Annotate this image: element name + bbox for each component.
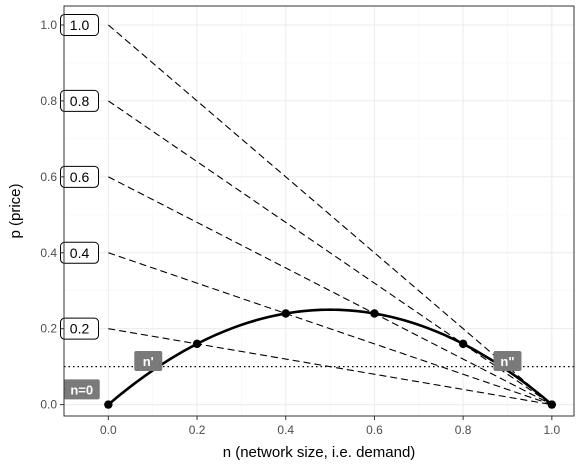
y-axis-ticks: 0.0 0.2 0.4 0.6 0.8 1.0 — [40, 18, 64, 412]
price-label-0.6: 0.6 — [60, 165, 100, 188]
y-tick-label: 1.0 — [40, 18, 57, 32]
annotation-text: n" — [500, 354, 514, 369]
price-label-0.4: 0.4 — [60, 241, 100, 264]
x-tick-label: 0.0 — [100, 423, 117, 437]
price-line-1.0 — [107, 24, 553, 406]
y-tick-label: 0.0 — [40, 398, 57, 412]
price-label-text: 0.8 — [70, 93, 90, 109]
demand-curve — [107, 308, 553, 406]
grid — [64, 6, 574, 416]
annotation-box — [63, 379, 100, 400]
price-line-0.6 — [108, 176, 553, 406]
y-tick-label: 0.6 — [40, 170, 57, 184]
x-tick-label: 0.6 — [366, 423, 383, 437]
x-axis-ticks: 0.0 0.2 0.4 0.6 0.8 1.0 — [100, 416, 560, 437]
data-point — [547, 400, 557, 409]
y-tick-label: 0.4 — [40, 246, 57, 260]
x-tick-label: 0.4 — [277, 423, 294, 437]
annotation-box — [493, 350, 522, 371]
x-axis-title: n (network size, i.e. demand) — [223, 444, 416, 461]
price-line-0.8 — [108, 100, 553, 406]
price-label-0.2: 0.2 — [60, 317, 100, 340]
price-label-text: 0.6 — [70, 169, 90, 185]
panel-background — [64, 6, 574, 416]
y-tick-label: 0.2 — [40, 322, 57, 336]
annotations: n=0 n' n" — [63, 350, 522, 400]
annotation-text: n=0 — [70, 382, 93, 397]
price-label-text: 1.0 — [70, 17, 90, 33]
price-label-text: 0.4 — [70, 245, 90, 261]
annotation-box — [134, 350, 163, 371]
annotation-label: n" — [493, 350, 522, 371]
price-line-0.4 — [108, 252, 553, 406]
panel-border — [63, 5, 575, 417]
annotation-label: n' — [134, 350, 163, 371]
data-point — [370, 309, 379, 318]
price-label-text: 0.2 — [70, 321, 90, 337]
data-point — [281, 309, 290, 318]
data-point — [192, 339, 202, 349]
y-tick-label: 0.8 — [40, 94, 57, 108]
x-tick-label: 0.2 — [189, 423, 206, 437]
data-point — [458, 339, 468, 349]
y-axis-title: p (price) — [7, 183, 24, 238]
annotation-text: n' — [143, 354, 154, 369]
price-labels: 0.2 0.4 0.6 0.8 1.0 — [60, 13, 100, 340]
annotation-label: n=0 — [63, 379, 100, 400]
data-points — [104, 309, 557, 409]
price-label-1.0: 1.0 — [60, 13, 100, 36]
price-label-0.8: 0.8 — [60, 89, 100, 112]
data-point — [104, 400, 113, 409]
x-tick-label: 0.8 — [455, 423, 472, 437]
x-tick-label: 1.0 — [543, 423, 560, 437]
